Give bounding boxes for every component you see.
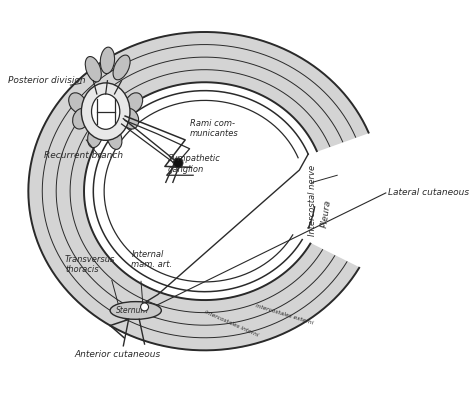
Text: Recurrent branch: Recurrent branch (44, 150, 123, 160)
Ellipse shape (113, 55, 130, 80)
Ellipse shape (69, 93, 86, 113)
Text: Sympathetic
ganglion: Sympathetic ganglion (167, 154, 220, 174)
Text: Lateral cutaneous: Lateral cutaneous (387, 188, 469, 198)
Text: Anterior cutaneous: Anterior cutaneous (75, 350, 161, 359)
Ellipse shape (173, 158, 183, 168)
Ellipse shape (92, 94, 120, 129)
Ellipse shape (88, 125, 103, 148)
Text: Transversus
thoracis: Transversus thoracis (65, 255, 115, 274)
Polygon shape (28, 32, 368, 350)
Ellipse shape (73, 108, 89, 129)
Text: Sternum: Sternum (116, 306, 149, 315)
Text: intercostales externi: intercostales externi (255, 303, 314, 326)
Text: intercostales interni: intercostales interni (203, 310, 259, 338)
Text: Pleura: Pleura (320, 198, 333, 228)
Text: Rami com-
municantes: Rami com- municantes (190, 119, 238, 138)
Text: Posterior division: Posterior division (9, 76, 86, 85)
Ellipse shape (85, 56, 101, 82)
Ellipse shape (140, 303, 149, 311)
Ellipse shape (100, 47, 114, 74)
Text: Intercostal nerve: Intercostal nerve (308, 164, 317, 236)
Ellipse shape (81, 83, 130, 140)
Ellipse shape (107, 127, 122, 149)
Ellipse shape (110, 302, 161, 319)
Ellipse shape (122, 108, 139, 129)
Text: Internal
mam. art.: Internal mam. art. (131, 250, 173, 269)
Ellipse shape (125, 93, 143, 113)
